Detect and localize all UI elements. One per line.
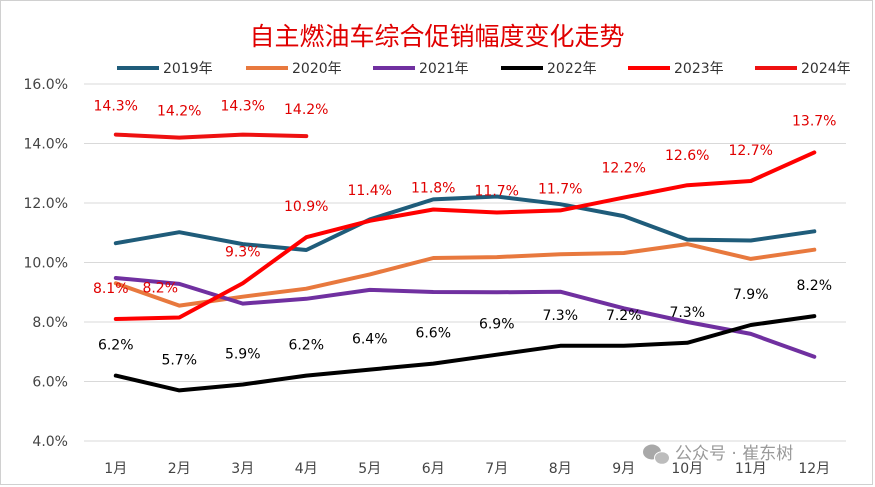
x-tick-label: 11月 [735,461,767,477]
legend: 2019年 2020年 2021年 2022年 2023年 2024年 [117,61,851,77]
y-tick-label: 12.0% [24,196,68,212]
chart-title: 自主燃油车综合促销幅度变化走势 [249,22,624,51]
data-label: 14.3% [221,99,265,115]
data-label: 10.9% [284,199,328,215]
x-axis: 1月 2月 3月 4月 5月 6月 7月 8月 9月 10月 11月 12月 [104,461,830,477]
data-label: 11.7% [538,181,582,197]
data-label: 11.7% [475,184,519,200]
legend-label: 2024年 [801,61,851,77]
x-tick-label: 2月 [168,461,191,477]
data-label: 6.2% [288,338,324,354]
data-label: 12.6% [665,148,709,164]
data-label: 13.7% [792,113,836,129]
y-tick-label: 14.0% [24,137,68,153]
data-label: 7.2% [606,308,642,324]
y-tick-label: 10.0% [24,256,68,272]
watermark-text: 公众号 · 崔东树 [675,444,793,464]
data-label: 14.3% [94,99,138,115]
x-tick-label: 9月 [612,461,635,477]
data-label: 8.2% [142,281,178,297]
legend-label: 2022年 [547,61,597,77]
data-label: 7.3% [669,305,705,321]
y-tick-label: 6.0% [32,375,68,391]
x-tick-label: 10月 [671,461,703,477]
data-label: 9.3% [225,244,261,260]
y-axis: 4.0% 6.0% 8.0% 10.0% 12.0% 14.0% 16.0% [24,77,68,450]
series-line [113,132,309,140]
y-tick-label: 8.0% [32,315,68,331]
watermark: 公众号 · 崔东树 [643,444,793,465]
series-line [113,242,817,308]
legend-label: 2021年 [419,61,469,77]
series-line [113,276,817,359]
y-tick-label: 4.0% [32,434,68,450]
data-label: 6.9% [479,317,515,333]
x-tick-label: 8月 [549,461,572,477]
data-label: 14.2% [157,104,201,120]
x-tick-label: 5月 [358,461,381,477]
series-line [113,314,817,393]
data-label: 8.1% [93,281,129,297]
series-lines [113,132,817,393]
data-label: 5.7% [161,352,197,368]
data-label: 7.9% [733,287,769,303]
x-tick-label: 6月 [422,461,445,477]
x-tick-label: 4月 [295,461,318,477]
data-label: 14.2% [284,102,328,118]
data-label: 5.9% [225,346,261,362]
data-label: 6.6% [415,326,451,342]
data-label: 7.3% [542,308,578,324]
data-label: 8.2% [796,278,832,294]
data-label: 12.2% [602,161,646,177]
x-tick-label: 12月 [798,461,830,477]
wechat-icon [643,444,670,465]
data-label: 12.7% [729,143,773,159]
data-label: 6.4% [352,332,388,348]
x-tick-label: 7月 [485,461,508,477]
gridlines [84,83,846,442]
legend-label: 2019年 [163,61,213,77]
series-line [113,194,817,252]
data-labels: 6.2% 5.7% 5.9% 6.2% 6.4% 6.6% 6.9% 7.3% 7.2% 7.3%… [93,99,837,369]
data-label: 11.4% [348,183,392,199]
legend-label: 2023年 [674,61,724,77]
x-tick-label: 1月 [104,461,127,477]
data-label: 6.2% [98,338,134,354]
series-line [113,150,817,321]
legend-label: 2020年 [292,61,342,77]
data-label: 11.8% [411,181,455,197]
x-tick-label: 3月 [231,461,254,477]
y-tick-label: 16.0% [24,77,68,93]
